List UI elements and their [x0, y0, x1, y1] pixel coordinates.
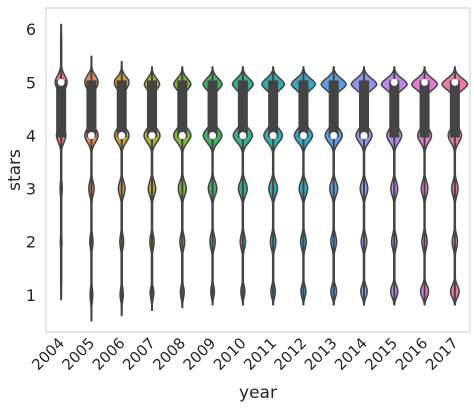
violin-median — [421, 78, 429, 86]
violin-box — [86, 80, 97, 138]
violin-median — [451, 78, 459, 86]
x-tick-label: 2012 — [271, 334, 311, 374]
x-tick-label: 2015 — [361, 334, 401, 374]
violin-median — [239, 131, 247, 139]
violin-box — [237, 80, 248, 138]
y-axis-label: stars — [5, 149, 25, 191]
violin-box — [56, 80, 67, 138]
violin-box — [419, 80, 430, 138]
y-tick-label: 2 — [26, 233, 36, 252]
x-tick-label: 2007 — [119, 334, 159, 374]
violin-box — [389, 80, 400, 138]
x-tick-label: 2010 — [210, 334, 250, 374]
x-tick-label: 2017 — [422, 334, 462, 374]
violin-median — [148, 131, 156, 139]
y-tick-label: 3 — [26, 180, 36, 199]
violin-median — [87, 131, 95, 139]
y-tick-label: 5 — [26, 73, 36, 92]
violin-median — [118, 131, 126, 139]
violin-median — [390, 78, 398, 86]
violin-box — [147, 80, 157, 138]
x-tick-label: 2013 — [301, 334, 341, 374]
x-tick-label: 2011 — [240, 334, 280, 374]
violin-box — [177, 80, 188, 138]
x-tick-label: 2009 — [180, 334, 220, 374]
y-tick-label: 4 — [26, 126, 36, 145]
violins-layer — [54, 23, 469, 322]
y-tick-labels: 1 2 3 4 5 6 — [26, 20, 36, 305]
violin-median — [57, 78, 65, 86]
violin-median — [269, 131, 277, 139]
violin-box — [207, 80, 218, 138]
x-tick-label: 2008 — [149, 334, 189, 374]
y-tick-label: 6 — [26, 20, 36, 39]
x-axis-label: year — [239, 383, 277, 403]
violin-box — [116, 80, 127, 138]
y-tick-label: 1 — [26, 286, 36, 305]
x-tick-label: 2014 — [331, 334, 371, 374]
x-tick-labels: 2004200520062007200820092010201120122013… — [28, 334, 461, 374]
violin-box — [359, 80, 369, 138]
violin-box — [328, 80, 339, 138]
x-tick-label: 2004 — [28, 334, 68, 374]
violin-median — [330, 131, 338, 139]
violin-box — [268, 80, 279, 138]
x-tick-label: 2005 — [59, 334, 99, 374]
violin-box — [298, 80, 309, 138]
violin-median — [209, 131, 217, 139]
plot-area — [45, 7, 471, 333]
violin-median — [299, 131, 307, 139]
violin-box — [449, 80, 460, 138]
violin-median — [178, 131, 186, 139]
x-tick-label: 2006 — [89, 334, 129, 374]
violin-median — [360, 131, 368, 139]
x-tick-label: 2016 — [392, 334, 432, 374]
